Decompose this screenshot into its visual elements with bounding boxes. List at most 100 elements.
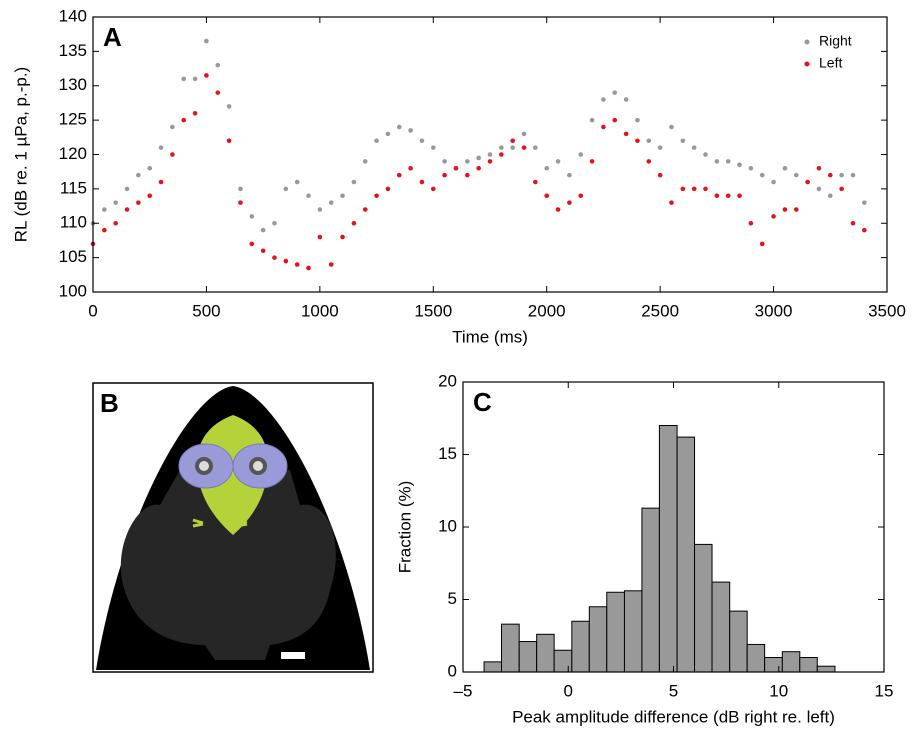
histogram-bar — [606, 591, 625, 673]
data-point — [635, 138, 640, 144]
data-point — [805, 179, 810, 185]
data-point — [317, 234, 323, 240]
data-point — [657, 145, 663, 150]
data-point — [226, 104, 232, 109]
y-tick-label: 100 — [59, 281, 87, 300]
y-tick-label: 0 — [448, 661, 457, 680]
data-point — [158, 179, 164, 185]
x-tick-label: 5 — [669, 681, 678, 700]
data-point — [487, 152, 493, 157]
data-point — [260, 248, 266, 254]
data-point — [816, 165, 822, 171]
data-point — [691, 186, 697, 192]
data-point — [850, 172, 856, 178]
data-point — [283, 186, 289, 192]
data-point — [396, 124, 402, 130]
data-point — [442, 172, 447, 178]
histogram-bar — [588, 606, 608, 673]
data-point — [499, 152, 504, 157]
data-point — [646, 159, 652, 164]
data-point — [612, 90, 618, 95]
data-point — [669, 200, 674, 205]
data-point — [181, 117, 187, 123]
data-point — [340, 234, 345, 240]
y-tick-label: 5 — [448, 589, 457, 608]
data-point — [771, 214, 776, 219]
data-point — [238, 186, 243, 192]
data-point — [113, 200, 118, 205]
data-point — [476, 155, 481, 161]
data-point — [102, 207, 107, 212]
data-point — [714, 193, 720, 199]
y-tick-label: 130 — [59, 75, 87, 94]
x-tick-label: 3500 — [868, 301, 906, 320]
histogram-bar — [553, 649, 573, 673]
data-point — [521, 131, 527, 137]
x-tick-label: 0 — [88, 301, 97, 320]
data-point — [521, 145, 527, 150]
data-point — [124, 207, 130, 212]
data-point — [657, 172, 663, 178]
data-point — [567, 200, 572, 205]
histogram-bar — [571, 620, 590, 673]
data-point — [147, 165, 153, 171]
data-point — [260, 227, 266, 233]
data-point — [612, 117, 618, 123]
y-tick-label: 125 — [59, 110, 87, 129]
histogram-bar — [746, 643, 766, 673]
data-point — [759, 172, 765, 178]
legend-marker — [804, 61, 810, 67]
data-point — [725, 159, 731, 164]
data-point — [136, 172, 141, 178]
x-tick-label: 500 — [192, 301, 220, 320]
legend-marker — [804, 39, 810, 45]
histogram-bar — [641, 507, 660, 673]
y-tick-label: 120 — [59, 144, 87, 163]
data-point — [362, 159, 368, 164]
data-point — [793, 172, 799, 178]
data-point — [623, 97, 629, 102]
data-point — [317, 207, 323, 212]
data-point — [374, 138, 379, 144]
histogram-bar — [536, 633, 555, 673]
data-point — [408, 128, 413, 133]
y-tick-label: 15 — [438, 444, 457, 463]
data-point — [544, 165, 550, 171]
data-point — [465, 172, 470, 178]
data-point — [816, 186, 822, 192]
y-tick-label: 20 — [438, 371, 457, 390]
y-axis-label: RL (dB re. 1 µPa, p.-p.) — [11, 67, 30, 242]
histogram-bar — [799, 657, 818, 673]
histogram-bar — [623, 590, 643, 673]
data-point — [453, 165, 459, 171]
data-point — [215, 90, 221, 95]
data-point — [272, 220, 277, 226]
data-point — [238, 200, 243, 205]
data-point — [192, 76, 198, 82]
x-tick-label: 1500 — [414, 301, 452, 320]
histogram-bar — [501, 623, 520, 673]
data-point — [249, 241, 255, 247]
y-tick-label: 135 — [59, 41, 87, 60]
data-point — [351, 220, 357, 226]
legend-label: Right — [819, 33, 852, 49]
histogram-bar — [483, 661, 503, 673]
y-axis-label: Fraction (%) — [395, 481, 414, 574]
data-point — [430, 145, 436, 150]
data-point — [294, 262, 300, 267]
data-point — [555, 207, 561, 212]
data-point — [725, 193, 731, 199]
data-point — [669, 124, 674, 130]
data-point — [862, 227, 867, 233]
data-point — [680, 186, 686, 192]
data-point — [272, 255, 277, 260]
data-point — [362, 207, 368, 212]
y-tick-label: 140 — [59, 6, 87, 25]
data-point — [782, 165, 788, 171]
histogram-bar — [781, 651, 801, 673]
data-point — [430, 186, 436, 192]
data-point — [589, 159, 595, 164]
panel-b-illustration: B — [92, 382, 374, 673]
data-point — [294, 179, 300, 185]
data-point — [839, 172, 844, 178]
